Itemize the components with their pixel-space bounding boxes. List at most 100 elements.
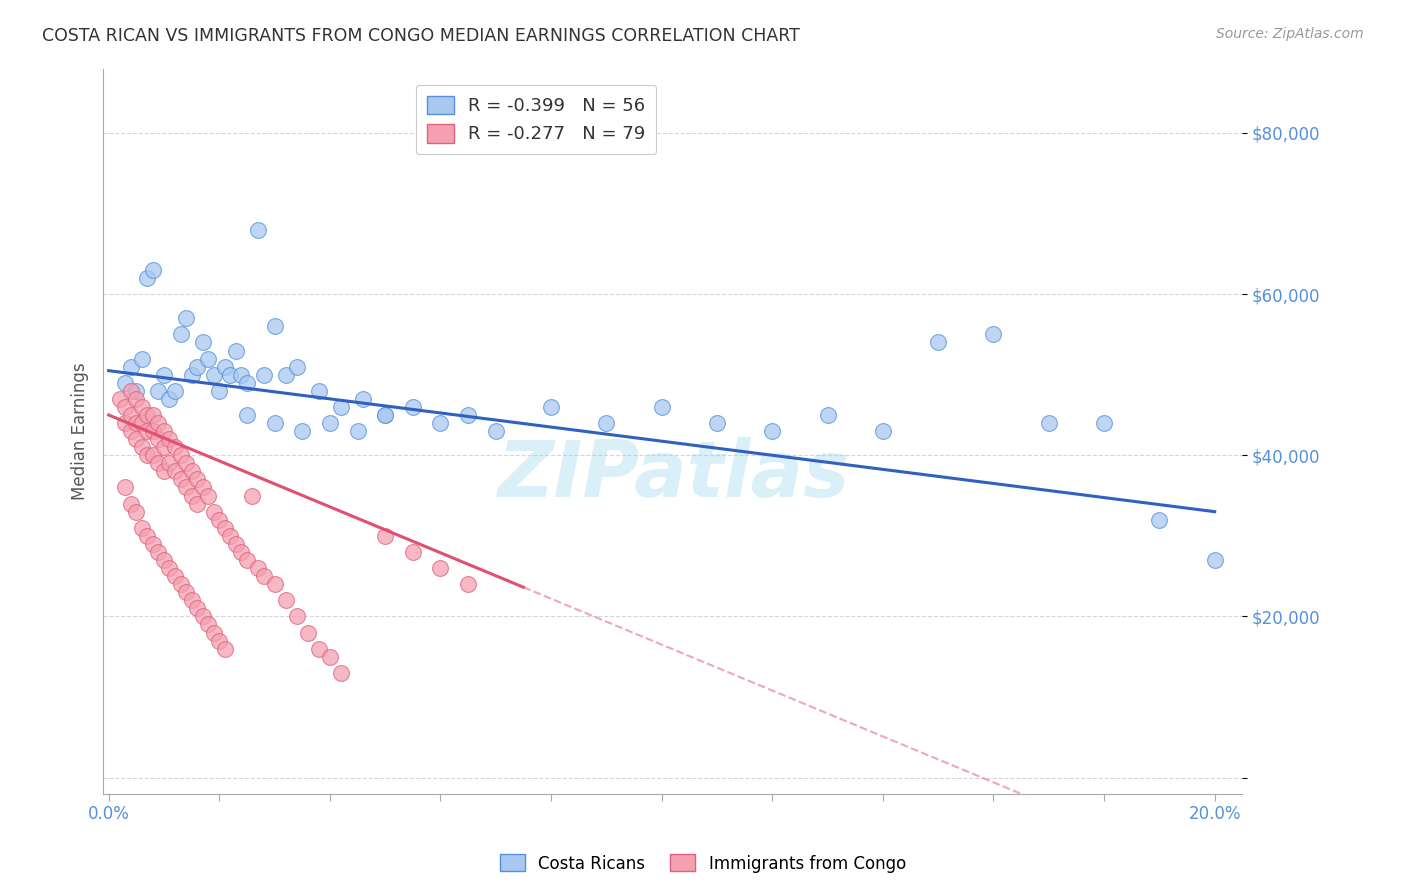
Point <box>125 432 148 446</box>
Point <box>159 456 181 470</box>
Point <box>186 472 208 486</box>
Point <box>457 408 479 422</box>
Point <box>540 400 562 414</box>
Point <box>191 609 214 624</box>
Point <box>352 392 374 406</box>
Point <box>148 416 170 430</box>
Point <box>761 424 783 438</box>
Point <box>131 416 153 430</box>
Point <box>131 440 153 454</box>
Point <box>329 400 352 414</box>
Point <box>214 521 236 535</box>
Point <box>136 408 159 422</box>
Point <box>174 585 197 599</box>
Point <box>153 368 176 382</box>
Point <box>120 424 142 438</box>
Point <box>202 368 225 382</box>
Point <box>263 577 285 591</box>
Point <box>236 376 259 390</box>
Point <box>180 464 202 478</box>
Point <box>153 440 176 454</box>
Point <box>346 424 368 438</box>
Point <box>180 593 202 607</box>
Point <box>197 489 219 503</box>
Point <box>180 489 202 503</box>
Point <box>153 424 176 438</box>
Point <box>202 625 225 640</box>
Point <box>402 545 425 559</box>
Point <box>125 392 148 406</box>
Point <box>202 505 225 519</box>
Point <box>163 569 186 583</box>
Y-axis label: Median Earnings: Median Earnings <box>72 362 89 500</box>
Point <box>120 384 142 398</box>
Point <box>114 416 136 430</box>
Point <box>163 440 186 454</box>
Point <box>191 481 214 495</box>
Point <box>329 665 352 680</box>
Point <box>1038 416 1060 430</box>
Legend: Costa Ricans, Immigrants from Congo: Costa Ricans, Immigrants from Congo <box>494 847 912 880</box>
Point <box>308 384 330 398</box>
Point <box>285 359 308 374</box>
Point <box>136 424 159 438</box>
Point <box>263 319 285 334</box>
Point <box>120 359 142 374</box>
Point <box>291 424 314 438</box>
Point <box>246 222 269 236</box>
Point <box>208 384 231 398</box>
Point <box>214 359 236 374</box>
Point <box>136 448 159 462</box>
Text: COSTA RICAN VS IMMIGRANTS FROM CONGO MEDIAN EARNINGS CORRELATION CHART: COSTA RICAN VS IMMIGRANTS FROM CONGO MED… <box>42 27 800 45</box>
Point <box>374 408 396 422</box>
Point <box>169 448 191 462</box>
Point <box>197 351 219 366</box>
Point <box>120 408 142 422</box>
Point <box>131 521 153 535</box>
Point <box>457 577 479 591</box>
Point <box>186 497 208 511</box>
Point <box>231 545 253 559</box>
Point <box>208 513 231 527</box>
Point <box>319 416 342 430</box>
Point <box>153 464 176 478</box>
Point <box>429 561 451 575</box>
Point <box>1149 513 1171 527</box>
Point <box>983 327 1005 342</box>
Point <box>1204 553 1226 567</box>
Point <box>197 617 219 632</box>
Point <box>297 625 319 640</box>
Point <box>136 271 159 285</box>
Point <box>180 368 202 382</box>
Point <box>174 481 197 495</box>
Point <box>927 335 949 350</box>
Point <box>148 456 170 470</box>
Point <box>169 472 191 486</box>
Point <box>142 448 165 462</box>
Point <box>148 384 170 398</box>
Point <box>125 505 148 519</box>
Point <box>252 569 274 583</box>
Point <box>219 368 242 382</box>
Point <box>236 408 259 422</box>
Point <box>429 416 451 430</box>
Point <box>163 464 186 478</box>
Point <box>114 376 136 390</box>
Point <box>595 416 617 430</box>
Point <box>1092 416 1115 430</box>
Point <box>114 481 136 495</box>
Point <box>236 553 259 567</box>
Point <box>131 351 153 366</box>
Point <box>169 327 191 342</box>
Point <box>159 561 181 575</box>
Point <box>706 416 728 430</box>
Point <box>153 553 176 567</box>
Point <box>125 384 148 398</box>
Point <box>485 424 508 438</box>
Point <box>142 263 165 277</box>
Point <box>208 633 231 648</box>
Point <box>186 601 208 615</box>
Point <box>651 400 673 414</box>
Point <box>191 335 214 350</box>
Point <box>374 529 396 543</box>
